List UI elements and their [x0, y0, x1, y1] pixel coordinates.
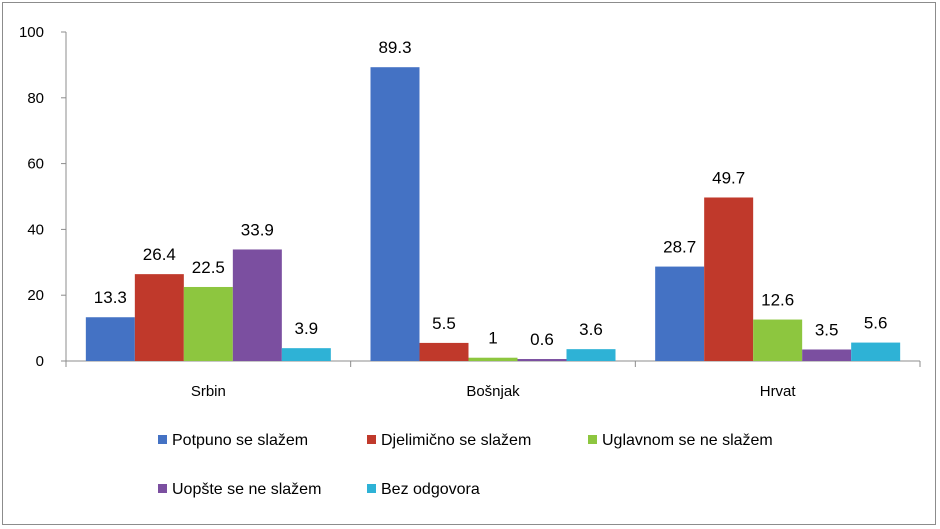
data-label: 13.3 [94, 288, 127, 307]
bar [419, 342, 469, 361]
bar [370, 67, 420, 361]
bar [566, 349, 616, 361]
data-label: 33.9 [241, 220, 274, 239]
legend-swatch [367, 435, 376, 444]
bar [281, 348, 331, 361]
data-label: 3.9 [295, 319, 319, 338]
data-label: 3.6 [579, 320, 603, 339]
legend-entry: Bez odgovora [381, 481, 480, 498]
bar [851, 342, 901, 361]
legend-swatch [158, 484, 167, 493]
y-tick-label: 80 [27, 90, 44, 107]
data-label: 22.5 [192, 258, 225, 277]
x-category-label: Hrvat [760, 383, 797, 400]
bar [85, 317, 135, 361]
data-label: 1 [488, 329, 497, 348]
data-label: 28.7 [663, 238, 696, 257]
x-category-label: Srbin [191, 383, 226, 400]
data-label: 5.5 [432, 314, 456, 333]
bar [517, 359, 567, 361]
legend-swatch [367, 484, 376, 493]
data-label: 49.7 [712, 168, 745, 187]
y-tick-label: 40 [27, 221, 44, 238]
data-label: 89.3 [378, 38, 411, 57]
y-tick-label: 60 [27, 156, 44, 173]
bar [232, 249, 282, 361]
data-label: 26.4 [143, 245, 176, 264]
data-label: 0.6 [530, 330, 554, 349]
bar [183, 286, 233, 361]
bar [468, 357, 518, 361]
legend-entry: Uglavnom se ne slažem [602, 432, 773, 449]
bar [753, 319, 803, 361]
legend-entry: Uopšte se ne slažem [172, 481, 321, 498]
bar [704, 197, 754, 361]
legend-swatch [588, 435, 597, 444]
data-label: 5.6 [864, 314, 888, 333]
bar [655, 266, 705, 361]
x-category-label: Bošnjak [466, 383, 520, 400]
bar [134, 274, 184, 361]
y-tick-label: 20 [27, 287, 44, 304]
data-label: 3.5 [815, 320, 839, 339]
y-tick-label: 100 [19, 24, 44, 41]
legend-entry: Djelimično se slažem [381, 432, 531, 449]
y-tick-label: 0 [36, 353, 44, 370]
bar [802, 349, 852, 361]
data-label: 12.6 [761, 291, 794, 310]
legend-entry: Potpuno se slažem [172, 432, 308, 449]
legend-swatch [158, 435, 167, 444]
